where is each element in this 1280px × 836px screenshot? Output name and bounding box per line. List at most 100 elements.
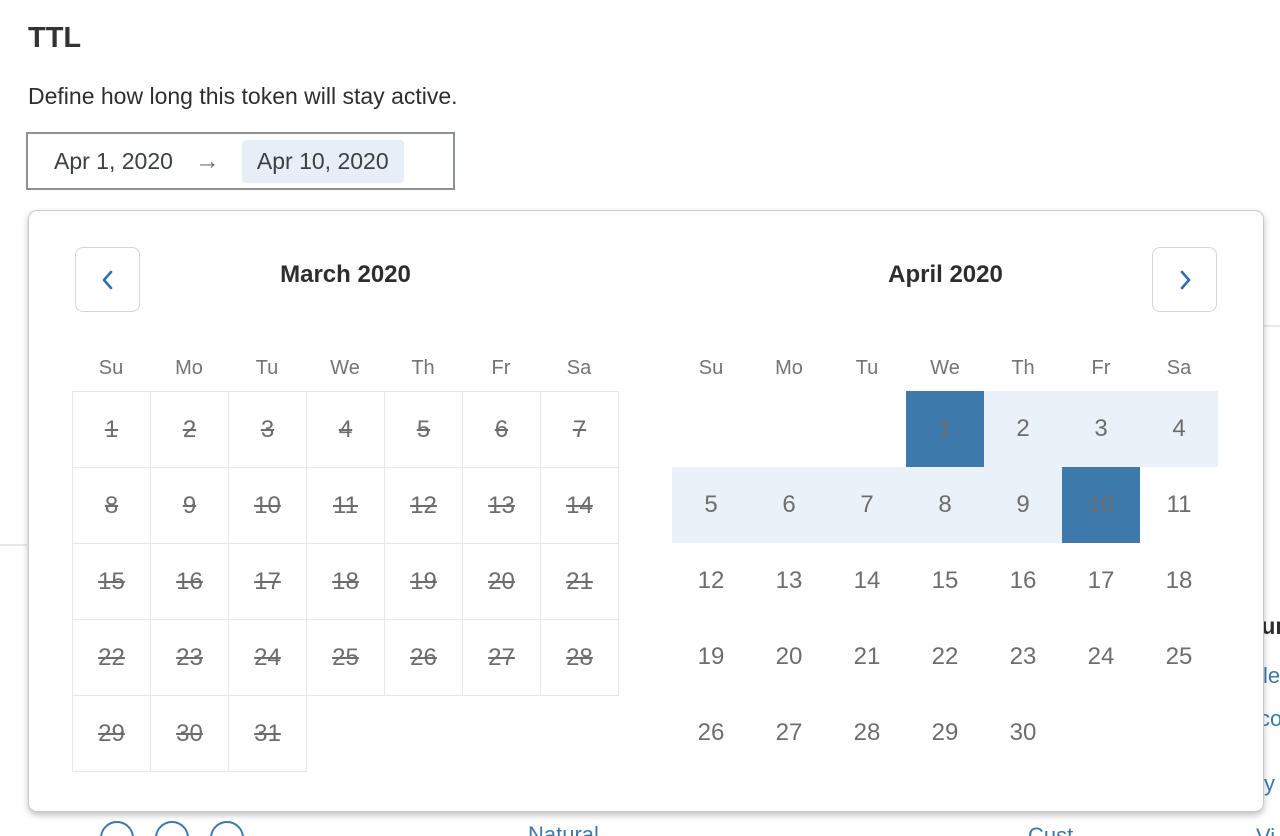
weekday-label: We xyxy=(930,357,960,379)
chevron-right-icon xyxy=(1175,268,1195,292)
end-date-value[interactable]: Apr 10, 2020 xyxy=(241,139,404,183)
background-link-fragment[interactable]: co xyxy=(1259,706,1280,731)
day-cell[interactable]: 22 xyxy=(931,643,959,670)
background-link-fragment[interactable]: Natural xyxy=(528,822,599,836)
step-circle[interactable] xyxy=(155,821,189,836)
day-cell: 27 xyxy=(462,619,541,696)
day-cell: 10 xyxy=(228,467,307,544)
day-cell[interactable]: 29 xyxy=(931,719,959,746)
day-cell: 25 xyxy=(306,619,385,696)
day-cell: 14 xyxy=(540,467,619,544)
day-cell: 15 xyxy=(72,543,151,620)
weekday-label: Su xyxy=(98,357,124,379)
day-cell: 24 xyxy=(228,619,307,696)
day-cell[interactable]: 14 xyxy=(853,567,881,594)
day-cell: 11 xyxy=(306,467,385,544)
background-divider-right xyxy=(1264,325,1280,327)
step-circle[interactable] xyxy=(100,821,134,836)
page-title: TTL xyxy=(28,22,82,54)
background-divider-left xyxy=(0,544,27,546)
arrow-right-icon: → xyxy=(194,146,220,175)
month-title: April 2020 xyxy=(888,261,1003,288)
background-link-fragment[interactable]: Cust xyxy=(1028,823,1074,836)
day-cell: 3 xyxy=(228,391,307,468)
weekday-header: Su Mo Tu We Th Fr Sa xyxy=(672,357,1218,380)
empty-cell xyxy=(828,391,906,467)
day-cell[interactable]: 30 xyxy=(1009,719,1037,746)
day-cell: 20 xyxy=(462,543,541,620)
month-title: March 2020 xyxy=(280,261,411,288)
weekday-label: Sa xyxy=(566,357,592,379)
day-cell[interactable]: 23 xyxy=(1009,643,1037,670)
day-cell[interactable]: 19 xyxy=(697,643,725,670)
weekday-label: Th xyxy=(1011,357,1035,379)
day-cell[interactable]: 6 xyxy=(750,467,828,543)
day-cell[interactable]: 25 xyxy=(1165,643,1193,670)
empty-cell xyxy=(541,696,619,772)
day-cell: 13 xyxy=(462,467,541,544)
prev-month-button[interactable] xyxy=(75,247,140,312)
day-cell[interactable]: 7 xyxy=(828,467,906,543)
page-description: Define how long this token will stay act… xyxy=(28,83,458,109)
day-cell[interactable]: 26 xyxy=(697,719,725,746)
weekday-label: Fr xyxy=(1091,357,1111,379)
day-cell: 31 xyxy=(228,695,307,772)
day-cell[interactable]: 15 xyxy=(931,567,959,594)
day-cell: 5 xyxy=(384,391,463,468)
day-cell[interactable]: 21 xyxy=(853,643,881,670)
day-cell[interactable]: 28 xyxy=(853,719,881,746)
day-cell[interactable]: 16 xyxy=(1009,567,1037,594)
day-cell[interactable]: 4 xyxy=(1140,391,1218,467)
day-cell[interactable]: 8 xyxy=(906,467,984,543)
month-march: March 2020 Su Mo Tu We Th Fr Sa 1 2 3 4 5 6 7 8 9 10 11 1… xyxy=(72,211,619,781)
weekday-label: Mo xyxy=(175,357,203,379)
next-month-button[interactable] xyxy=(1152,247,1217,312)
weekday-label: Tu xyxy=(255,357,279,379)
empty-cell xyxy=(385,696,463,772)
day-cell[interactable]: 1 xyxy=(906,391,984,467)
empty-cell xyxy=(750,391,828,467)
day-cell[interactable]: 10 xyxy=(1062,467,1140,543)
background-link-fragment[interactable]: y xyxy=(1264,771,1275,796)
empty-cell xyxy=(1062,695,1140,771)
day-cell[interactable]: 12 xyxy=(697,567,725,594)
day-cell: 17 xyxy=(228,543,307,620)
day-cell: 12 xyxy=(384,467,463,544)
day-cell: 22 xyxy=(72,619,151,696)
month-april: April 2020 Su Mo Tu We Th Fr Sa 1 2 3 4 5 6 7 8 9 10 11 1… xyxy=(672,211,1219,781)
background-link-fragment[interactable]: le xyxy=(1263,663,1280,688)
day-cell[interactable]: 24 xyxy=(1087,643,1115,670)
day-cell[interactable]: 5 xyxy=(672,467,750,543)
empty-cell xyxy=(1140,695,1218,771)
empty-cell xyxy=(672,391,750,467)
weekday-label: Fr xyxy=(491,357,511,379)
day-cell[interactable]: 3 xyxy=(1062,391,1140,467)
start-date-value[interactable]: Apr 1, 2020 xyxy=(54,147,173,174)
day-cell[interactable]: 27 xyxy=(775,719,803,746)
day-cell[interactable]: 20 xyxy=(775,643,803,670)
day-cell[interactable]: 18 xyxy=(1165,567,1193,594)
day-cell: 1 xyxy=(72,391,151,468)
day-cell: 4 xyxy=(306,391,385,468)
day-cell[interactable]: 9 xyxy=(984,467,1062,543)
empty-cell xyxy=(463,696,541,772)
day-cell: 23 xyxy=(150,619,229,696)
day-cell: 26 xyxy=(384,619,463,696)
step-circle[interactable] xyxy=(210,821,244,836)
day-cell: 29 xyxy=(72,695,151,772)
month-grid: 1 2 3 4 5 6 7 8 9 10 11 12 13 14 15 16 17 18 19 20 21 22 23 24 2… xyxy=(72,391,619,772)
day-cell: 16 xyxy=(150,543,229,620)
day-cell[interactable]: 13 xyxy=(775,567,803,594)
day-cell[interactable]: 2 xyxy=(984,391,1062,467)
day-cell[interactable]: 17 xyxy=(1087,567,1115,594)
background-link-fragment[interactable]: Vi xyxy=(1256,824,1275,836)
weekday-label: Th xyxy=(411,357,435,379)
day-cell: 9 xyxy=(150,467,229,544)
day-cell: 6 xyxy=(462,391,541,468)
month-grid: 1 2 3 4 5 6 7 8 9 10 11 12 13 14 15 16 17 18 19 20 21 22 23 24 2… xyxy=(672,391,1218,771)
date-range-input[interactable]: Apr 1, 2020 → Apr 10, 2020 xyxy=(26,132,455,190)
day-cell[interactable]: 11 xyxy=(1166,491,1192,518)
calendar-popup: March 2020 Su Mo Tu We Th Fr Sa 1 2 3 4 5 6 7 8 9 10 11 1… xyxy=(28,210,1264,812)
weekday-label: Mo xyxy=(775,357,803,379)
